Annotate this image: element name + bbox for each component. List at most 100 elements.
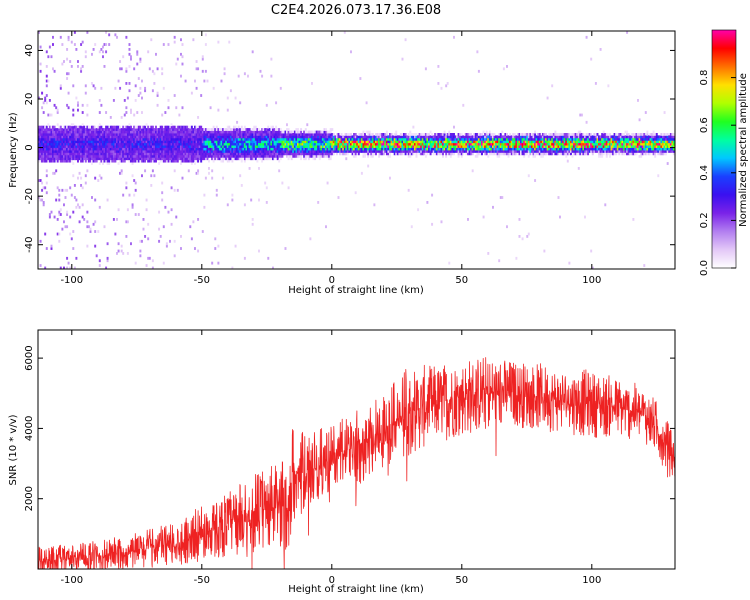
heatmap-cell <box>148 67 151 71</box>
heatmap-cell <box>119 145 122 148</box>
heatmap-cell <box>312 137 315 141</box>
heatmap-cell <box>364 133 366 136</box>
heatmap-cell <box>562 145 565 148</box>
heatmap-cell <box>109 145 112 148</box>
heatmap-cell <box>70 150 73 153</box>
heatmap-cell <box>468 133 471 136</box>
heatmap-cell <box>237 145 240 148</box>
heatmap-cell <box>273 137 276 141</box>
heatmap-cell <box>98 130 101 134</box>
heatmap-cell <box>554 147 557 151</box>
heatmap-cell <box>134 130 137 134</box>
heatmap-cell <box>495 137 498 141</box>
heatmap-cell <box>98 154 101 158</box>
heatmap-cell <box>173 150 176 153</box>
heatmap-cell <box>529 142 532 146</box>
heatmap-cell <box>297 133 299 136</box>
heatmap-cell <box>190 237 193 241</box>
heatmap-cell <box>265 137 268 141</box>
heatmap-cell <box>164 140 167 144</box>
heatmap-cell <box>557 150 560 153</box>
heatmap-cell <box>256 128 259 131</box>
heatmap-cell <box>387 145 390 148</box>
heatmap-cell <box>187 137 190 141</box>
heatmap-cell <box>175 157 178 161</box>
heatmap-cell <box>66 150 69 153</box>
heatmap-cell <box>50 140 53 144</box>
heatmap-cell <box>529 140 532 144</box>
heatmap-cell <box>84 152 87 156</box>
heatmap-cell <box>116 157 118 161</box>
heatmap-cell <box>649 145 652 148</box>
heatmap-cell <box>84 159 87 163</box>
heatmap-cell <box>281 142 284 146</box>
heatmap-cell <box>105 145 108 148</box>
heatmap-cell <box>264 137 267 141</box>
heatmap-cell <box>618 147 621 151</box>
heatmap-cell <box>190 159 193 163</box>
heatmap-cell <box>643 135 646 139</box>
heatmap-cell <box>95 137 98 141</box>
heatmap-cell <box>577 167 580 170</box>
heatmap-cell <box>161 145 164 148</box>
heatmap-cell <box>131 147 134 151</box>
heatmap-cell <box>304 137 307 141</box>
heatmap-cell <box>268 133 271 136</box>
heatmap-cell <box>362 133 365 136</box>
heatmap-cell <box>186 142 189 146</box>
heatmap-cell <box>162 157 165 161</box>
heatmap-cell <box>353 142 356 146</box>
heatmap-cell <box>155 135 157 139</box>
heatmap-cell <box>323 140 326 144</box>
heatmap-cell <box>641 147 644 151</box>
heatmap-cell <box>275 125 278 129</box>
heatmap-cell <box>175 215 178 219</box>
heatmap-cell <box>287 186 290 190</box>
heatmap-cell <box>426 147 429 151</box>
heatmap-cell <box>279 135 282 139</box>
heatmap-cell <box>39 137 42 141</box>
heatmap-cell <box>423 133 426 136</box>
heatmap-cell <box>130 108 132 112</box>
heatmap-cell <box>290 154 293 158</box>
heatmap-cell <box>248 130 251 134</box>
heatmap-cell <box>429 147 432 151</box>
heatmap-cell <box>601 150 604 153</box>
heatmap-cell <box>259 69 262 73</box>
heatmap-cell <box>580 113 583 117</box>
heatmap-cell <box>279 154 282 158</box>
heatmap-cell <box>50 152 53 156</box>
heatmap-cell <box>100 48 103 51</box>
heatmap-cell <box>197 130 200 134</box>
heatmap-cell <box>111 150 114 153</box>
heatmap-cell <box>314 130 317 134</box>
heatmap-cell <box>379 150 382 153</box>
heatmap-cell <box>98 259 101 263</box>
heatmap-cell <box>77 108 79 112</box>
heatmap-cell <box>201 157 204 161</box>
heatmap-cell <box>197 142 200 146</box>
heatmap-cell <box>442 145 444 148</box>
heatmap-cell <box>442 133 444 136</box>
heatmap-cell <box>286 140 288 144</box>
heatmap-cell <box>137 152 140 156</box>
heatmap-cell <box>415 154 418 158</box>
heatmap-cell <box>610 145 613 148</box>
heatmap-cell <box>84 55 87 59</box>
heatmap-cell <box>80 150 83 153</box>
heatmap-cell <box>521 142 524 146</box>
heatmap-cell <box>214 137 217 141</box>
heatmap-cell <box>89 150 92 153</box>
heatmap-cell <box>306 130 309 134</box>
heatmap-cell <box>237 140 240 144</box>
heatmap-cell <box>566 140 569 144</box>
heatmap-cell <box>120 128 123 131</box>
heatmap-cell <box>77 203 79 207</box>
heatmap-cell <box>616 140 619 144</box>
heatmap-cell <box>150 130 153 134</box>
heatmap-cell <box>77 65 79 68</box>
heatmap-cell <box>178 150 181 153</box>
heatmap-cell <box>440 145 443 148</box>
heatmap-cell <box>424 140 427 144</box>
heatmap-cell <box>543 137 546 141</box>
